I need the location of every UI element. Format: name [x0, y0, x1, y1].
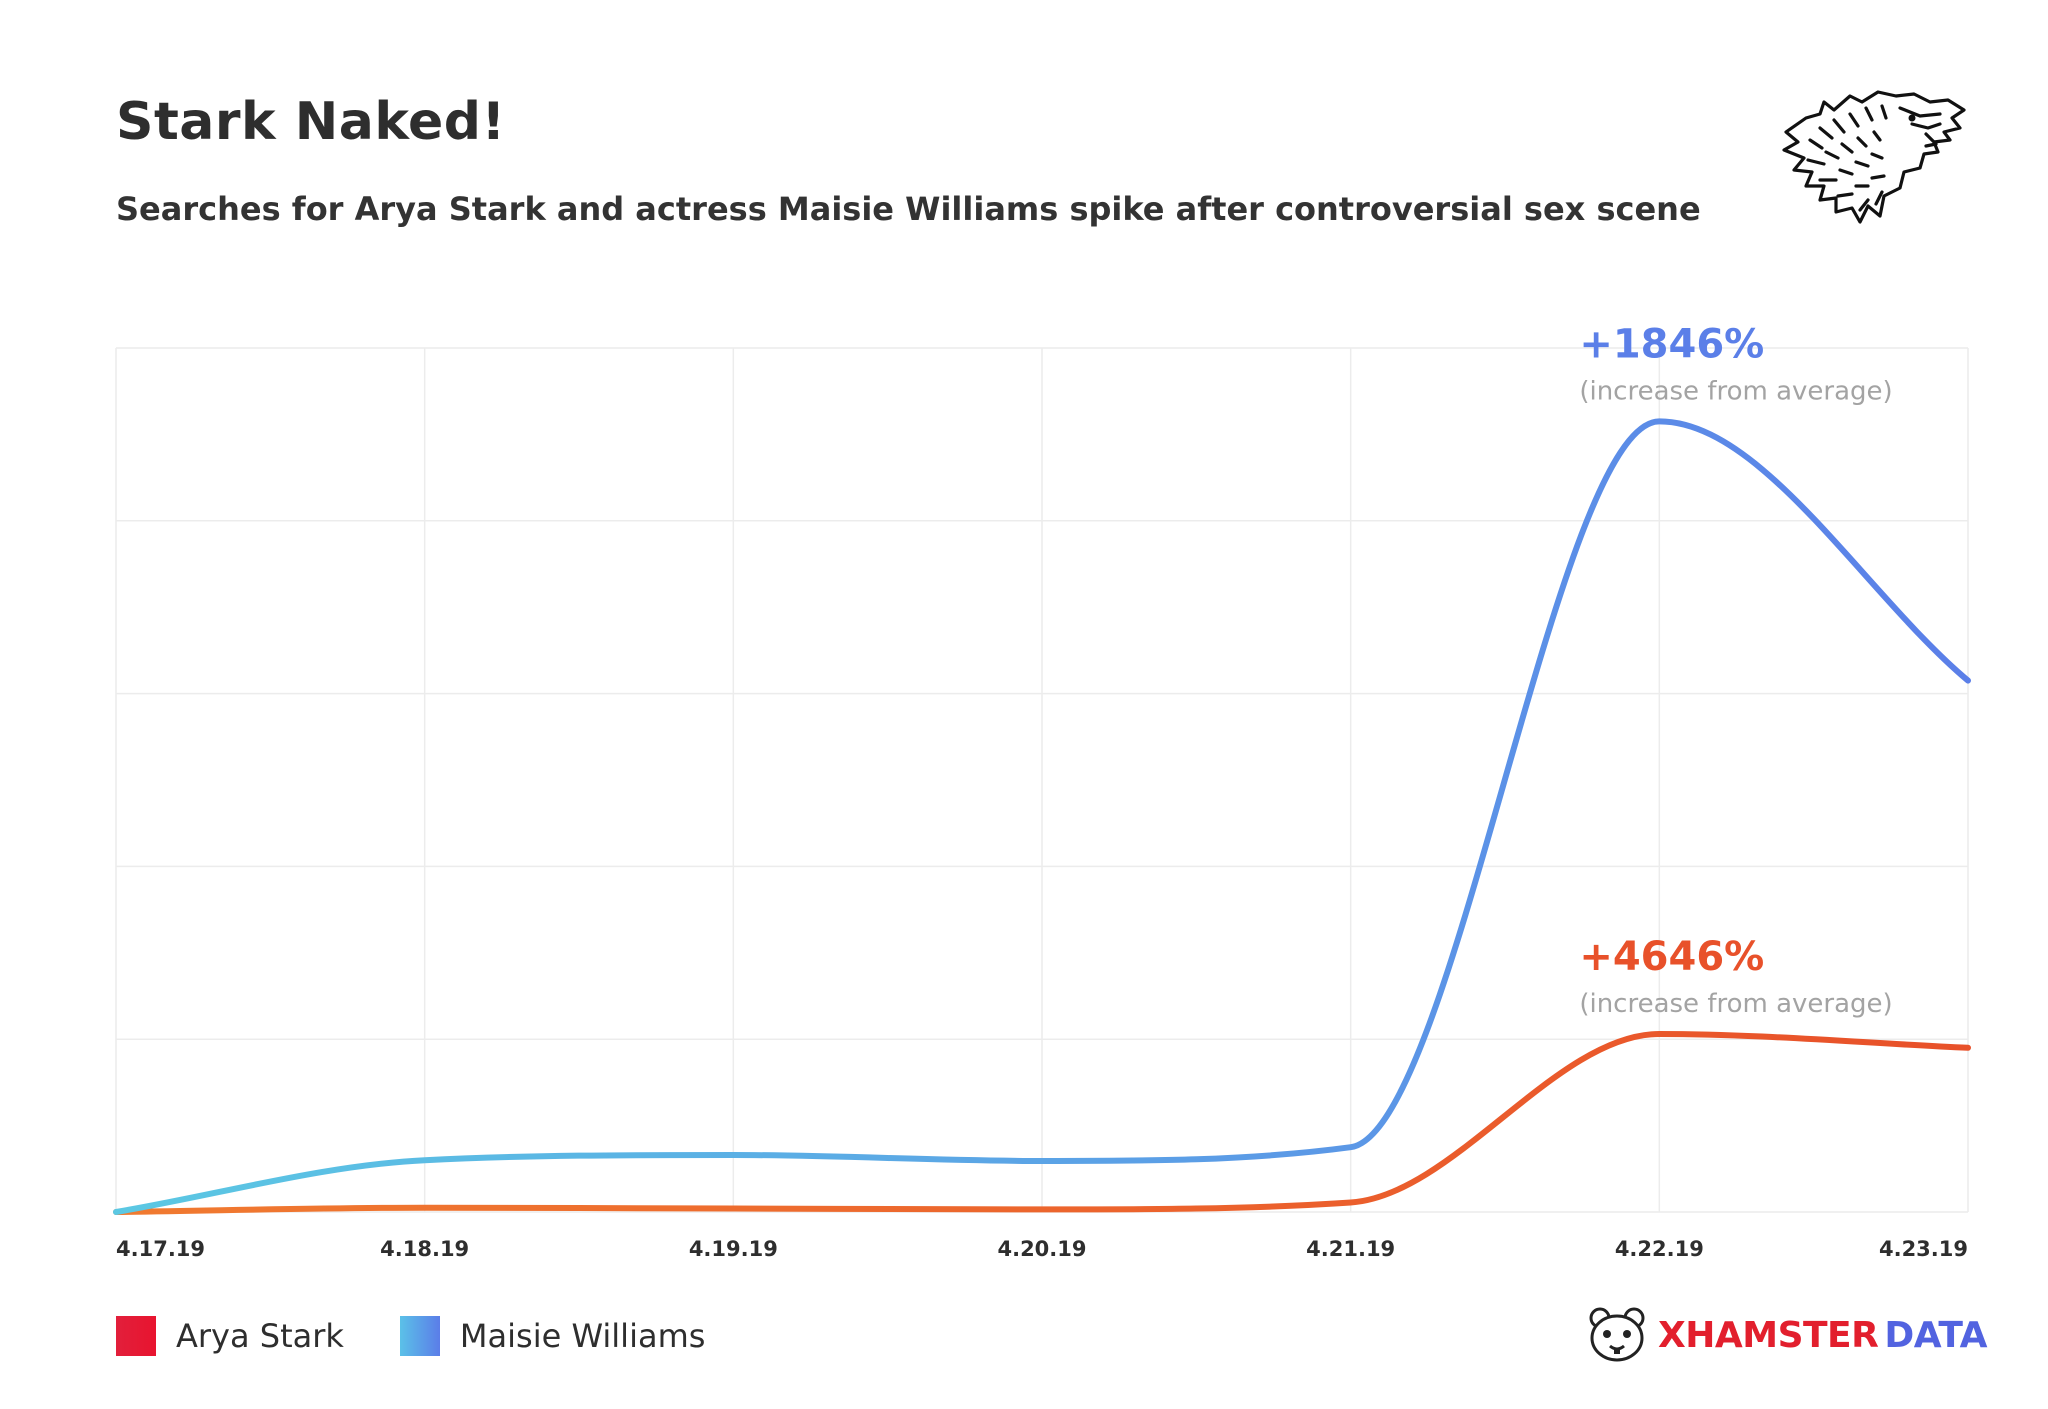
brand-name-primary: XHAMSTER	[1658, 1314, 1879, 1356]
x-tick-label: 4.22.19	[1615, 1237, 1704, 1261]
annotation-value: +1846%	[1579, 321, 1764, 367]
grid	[115, 347, 1969, 1213]
legend-item-arya-stark: Arya Stark	[116, 1316, 344, 1356]
wolf-head-icon	[1782, 90, 1966, 224]
legend-label: Arya Stark	[176, 1317, 344, 1355]
annotation-value: +4646%	[1579, 934, 1764, 980]
annotations: +1846% (increase from average) +4646% (incr…	[1579, 321, 1892, 1019]
annotation-note: (increase from average)	[1579, 376, 1892, 406]
x-tick-label: 4.18.19	[380, 1237, 469, 1261]
x-tick-label: 4.21.19	[1306, 1237, 1395, 1261]
legend-swatch	[399, 1316, 440, 1356]
series-lines	[113, 418, 1971, 1215]
brand-name-secondary: DATA	[1884, 1314, 1987, 1356]
legend-label: Maisie Williams	[459, 1317, 706, 1355]
legend: Arya Stark Maisie Williams	[116, 1316, 761, 1356]
x-axis-ticks: 4.17.19 4.18.19 4.19.19 4.20.19 4.21.19 4.22.…	[116, 1237, 1968, 1261]
x-tick-label: 4.23.19	[1879, 1237, 1968, 1261]
x-tick-label: 4.19.19	[689, 1237, 778, 1261]
chart-subtitle: Searches for Arya Stark and actress Mais…	[116, 190, 1701, 228]
legend-item-maisie-williams: Maisie Williams	[399, 1316, 706, 1356]
annotation-note: (increase from average)	[1579, 989, 1892, 1019]
series-line-arya-stark	[113, 1031, 1971, 1215]
legend-swatch	[116, 1316, 156, 1356]
hamster-icon	[1589, 1307, 1645, 1362]
x-tick-label: 4.20.19	[997, 1237, 1086, 1261]
x-tick-label: 4.17.19	[116, 1237, 205, 1261]
brand-logo: XHAMSTER DATA	[1586, 1306, 1987, 1364]
series-line-maisie-williams	[113, 418, 1971, 1215]
chart-title: Stark Naked!	[116, 92, 506, 152]
